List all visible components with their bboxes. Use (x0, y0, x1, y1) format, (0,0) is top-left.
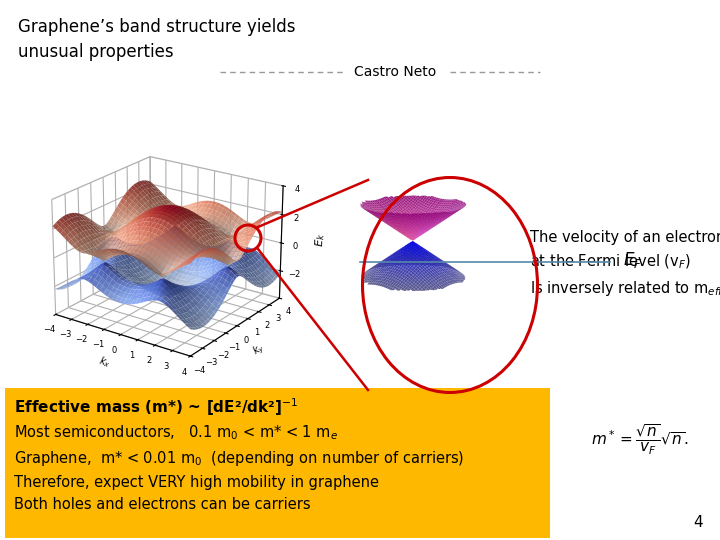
X-axis label: $k_x$: $k_x$ (97, 354, 112, 370)
Text: 4: 4 (693, 515, 703, 530)
Text: Effective mass (m*) ~ [dE²/dk²]$^{-1}$: Effective mass (m*) ~ [dE²/dk²]$^{-1}$ (14, 396, 298, 418)
Y-axis label: $k_y$: $k_y$ (250, 341, 268, 359)
Bar (5, 388, 550, 538)
Text: Most semiconductors,   0.1 m$_0$ < m* < 1 m$_e$
Graphene,  m* < 0.01 m$_0$  (dep: Most semiconductors, 0.1 m$_0$ < m* < 1 … (14, 423, 464, 511)
Text: Castro Neto: Castro Neto (354, 65, 436, 79)
Text: $E_F$: $E_F$ (623, 250, 642, 270)
Text: $m^* = \dfrac{\sqrt{n}}{v_F}\sqrt{n}.$: $m^* = \dfrac{\sqrt{n}}{v_F}\sqrt{n}.$ (591, 423, 689, 457)
Text: The velocity of an electron
at the Fermi level (v$_F$)
Is inversely related to m: The velocity of an electron at the Fermi… (530, 230, 720, 298)
Text: Graphene’s band structure yields
unusual properties: Graphene’s band structure yields unusual… (18, 18, 295, 61)
